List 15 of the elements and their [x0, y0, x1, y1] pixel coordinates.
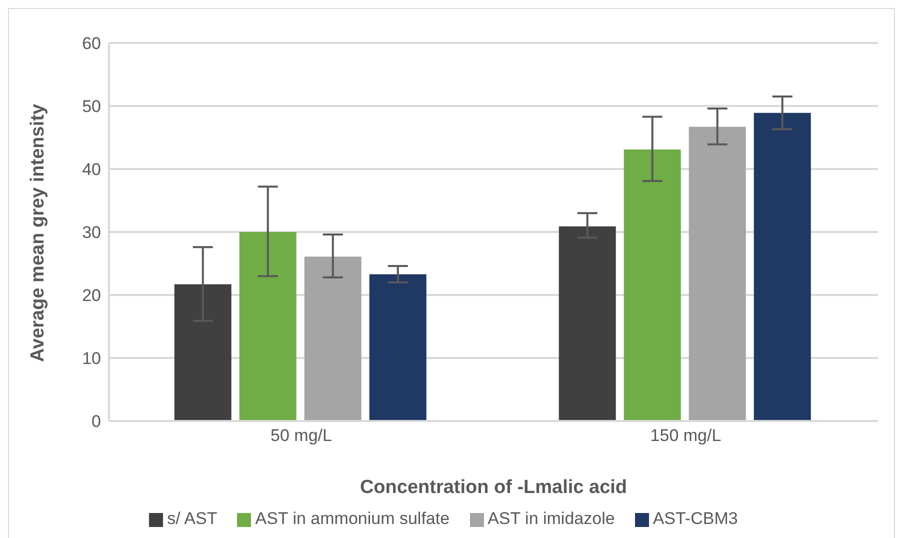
legend-label: AST in ammonium sulfate: [255, 509, 450, 528]
x-tick-label: 150 mg/L: [650, 426, 722, 446]
y-tick-label: 10: [82, 349, 101, 368]
y-tick-label: 50: [82, 97, 101, 116]
y-axis-title: Average mean grey intensity: [28, 104, 49, 362]
legend-label: s/ AST: [167, 509, 218, 528]
y-tick-label: 60: [82, 34, 101, 54]
y-tick-label: 20: [82, 286, 101, 306]
legend-label: AST in imidazole: [488, 509, 615, 528]
y-tick-label: 40: [82, 160, 101, 180]
x-axis-title: Concentration of -Lmalic acid: [360, 477, 628, 498]
y-tick-label: 30: [82, 223, 101, 242]
x-tick-label: 50 mg/L: [270, 426, 332, 446]
legend-label: AST-CBM3: [652, 509, 738, 528]
y-tick-label: 0: [92, 412, 101, 432]
